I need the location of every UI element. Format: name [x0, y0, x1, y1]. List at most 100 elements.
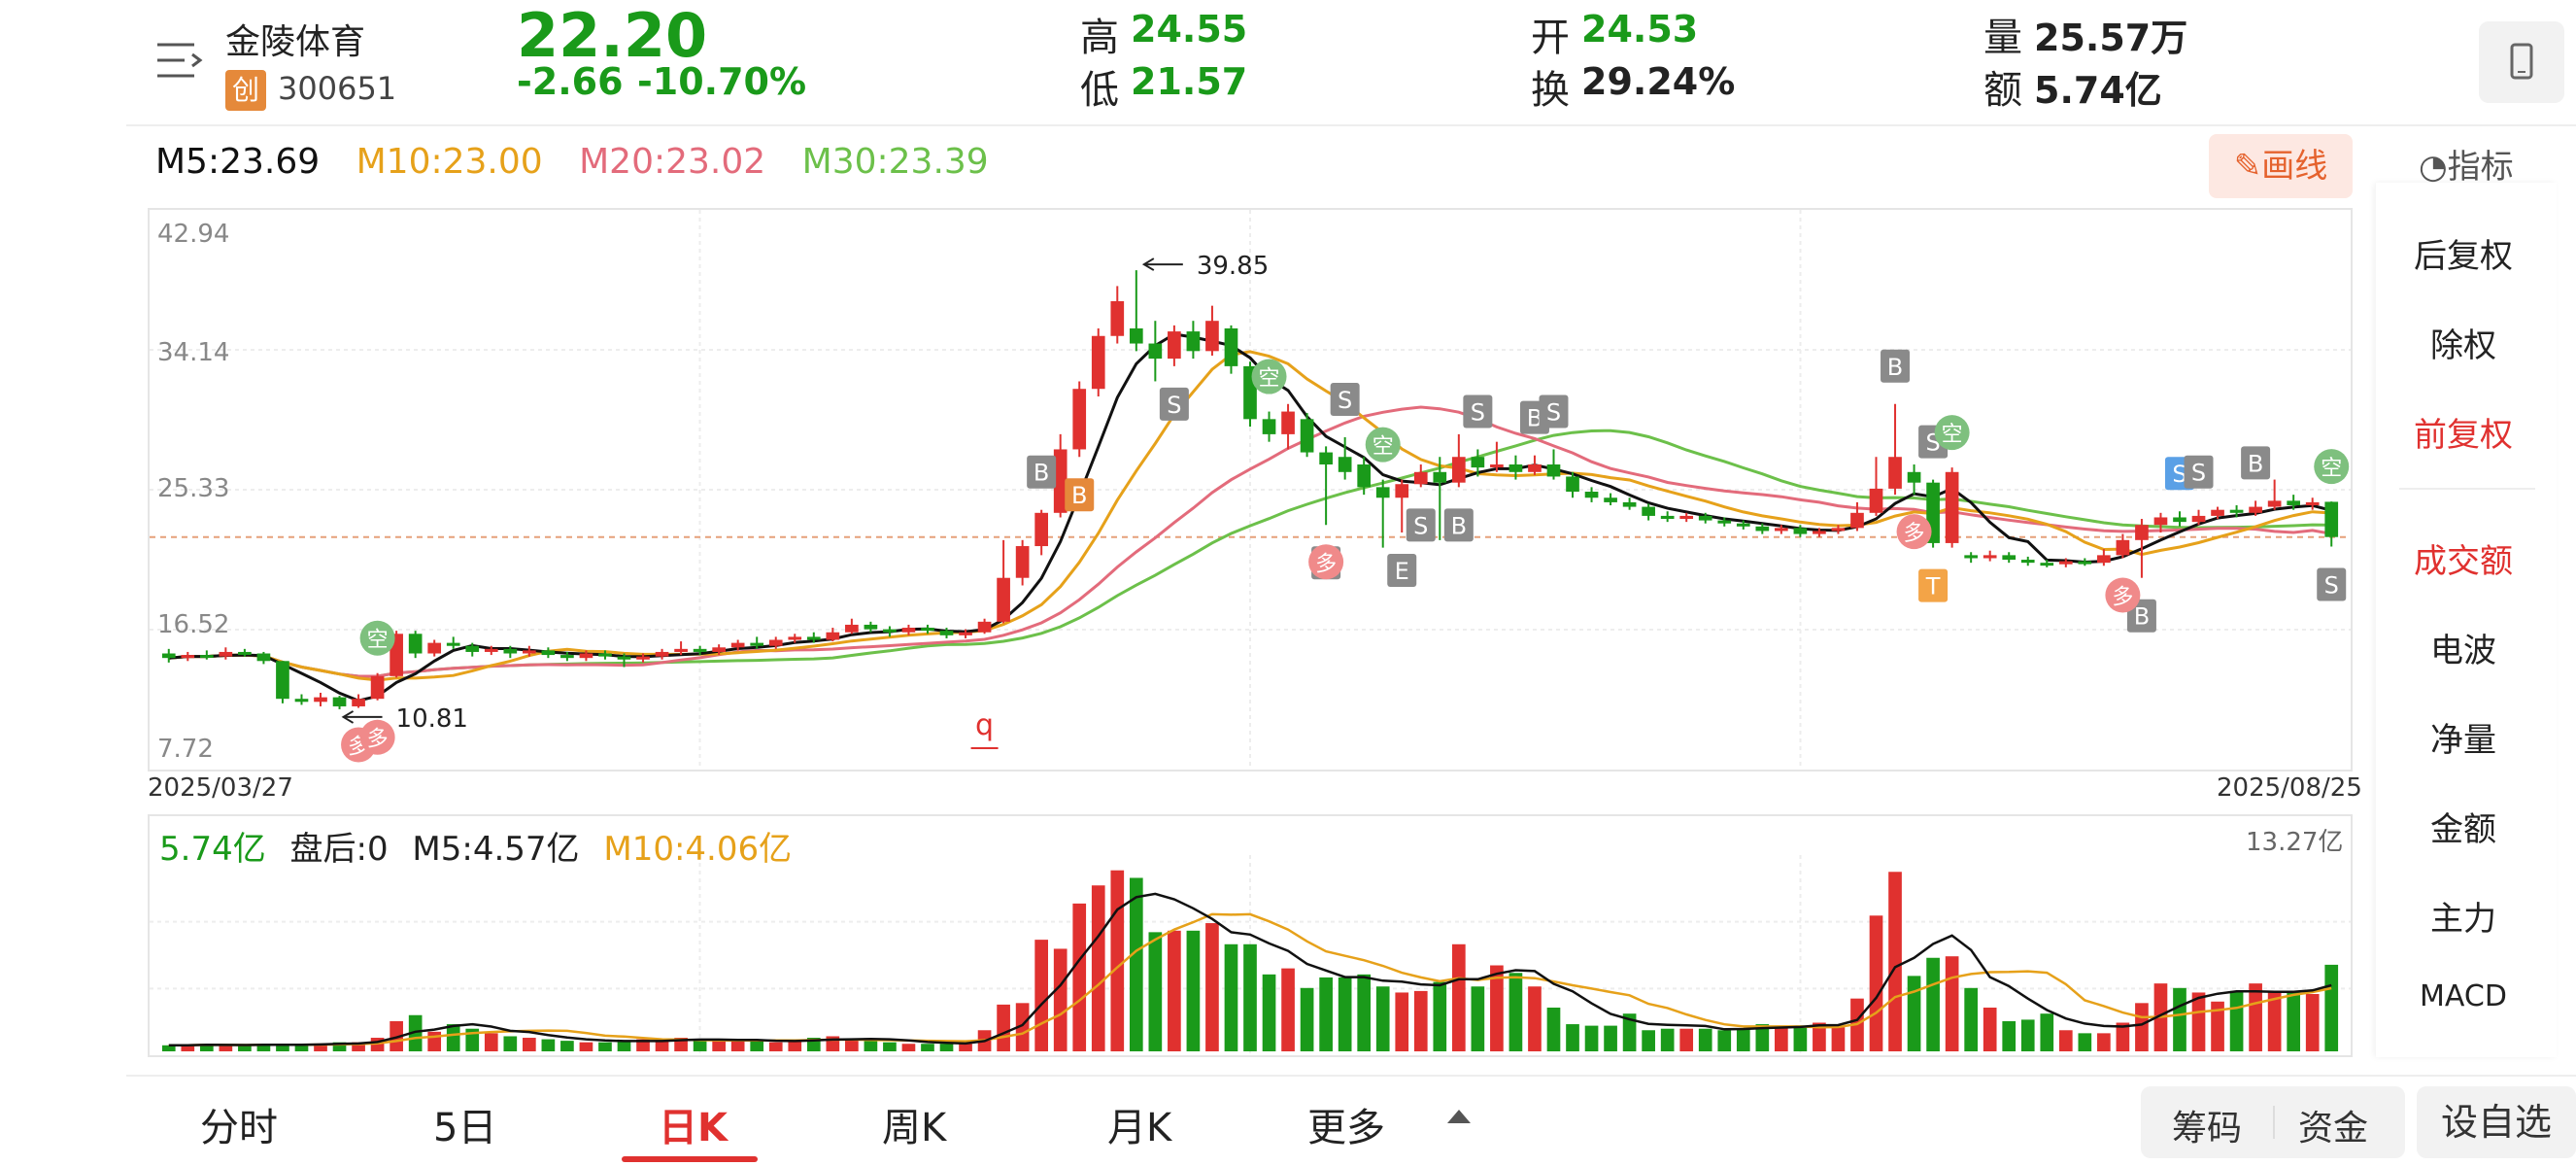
candle-body	[1983, 555, 1997, 559]
stock-name: 金陵体育	[225, 22, 366, 62]
volume-bar	[1205, 923, 1219, 1051]
volume-ma5: M5:4.57亿	[412, 830, 580, 869]
candle-body	[1831, 528, 1846, 532]
high-annotation: 39.85	[1197, 252, 1269, 281]
s-marker	[1330, 383, 1360, 417]
side-item-jingliang[interactable]: 净量	[2430, 721, 2496, 760]
volume-bar	[1319, 977, 1333, 1051]
volume-bar	[219, 1045, 233, 1051]
side-item-chuquan[interactable]: 除权	[2430, 326, 2496, 365]
ma5-value: M5:23.69	[155, 142, 321, 182]
tab-more[interactable]: 更多	[1307, 1106, 1385, 1150]
side-item-chengjiaoe[interactable]: 成交额	[2414, 542, 2513, 581]
volume-bar	[1357, 974, 1372, 1051]
low-value: 21.57	[1131, 60, 1248, 103]
candle-body	[2249, 506, 2262, 513]
high-label: 高	[1080, 16, 1119, 60]
side-item-zhuli[interactable]: 主力	[2430, 900, 2496, 939]
volume-bar	[256, 1044, 271, 1051]
volume-bar	[2305, 994, 2320, 1051]
candle-body	[352, 699, 365, 706]
candle-body	[579, 653, 593, 659]
candle-body	[503, 648, 518, 654]
tab-monthly-k[interactable]: 月K	[1107, 1106, 1172, 1150]
volume-bar	[1622, 1013, 1637, 1051]
volume-bar	[1300, 987, 1314, 1051]
volume-bar	[712, 1041, 726, 1051]
candle-body	[712, 647, 726, 652]
caret-up-icon[interactable]	[1443, 1106, 1474, 1133]
kong-marker-label: 空	[1259, 367, 1280, 392]
tab-5day[interactable]: 5日	[433, 1106, 497, 1150]
volume-bar	[1983, 1007, 1997, 1051]
volume-svg	[150, 855, 2351, 1055]
volume-bar	[2211, 1001, 2224, 1051]
s-marker	[2184, 455, 2214, 489]
volume-bar	[1698, 1028, 1712, 1051]
side-item-qianfuquan[interactable]: 前复权	[2414, 416, 2513, 455]
menu-icon[interactable]	[155, 39, 204, 82]
s-marker-label: S	[2172, 461, 2186, 488]
candle-body	[693, 648, 707, 652]
side-item-dianbo[interactable]: 电波	[2430, 632, 2496, 670]
candle-body	[1338, 457, 1352, 472]
volume-bar	[1869, 915, 1883, 1051]
duo-marker	[1896, 514, 1932, 550]
volume-bar	[788, 1041, 802, 1051]
b-marker	[1443, 508, 1474, 542]
side-item-macd[interactable]: MACD	[2420, 979, 2507, 1013]
active-tab-indicator	[622, 1156, 758, 1162]
candle-body	[939, 631, 954, 635]
s-marker-label: S	[1167, 392, 1181, 419]
amount-value: 5.74亿	[2034, 69, 2162, 112]
candle-body	[2229, 509, 2244, 513]
candle-body	[730, 642, 745, 648]
e-marker-label: E	[1395, 558, 1409, 585]
tab-daily-k[interactable]: 日K	[659, 1106, 728, 1150]
volume-bar	[1926, 957, 1940, 1051]
volume-bar	[408, 1014, 423, 1051]
volume-chart[interactable]	[148, 814, 2353, 1057]
candle-body	[2078, 561, 2092, 565]
volume-bar	[2058, 1030, 2073, 1051]
volume-bar	[294, 1044, 309, 1051]
volume-bar	[1660, 1028, 1675, 1051]
low-label: 低	[1080, 68, 1119, 113]
board-badge: 创	[225, 70, 266, 111]
candle-body	[2305, 501, 2320, 506]
landscape-toggle-button[interactable]	[2479, 21, 2564, 103]
volume-bar	[1015, 1003, 1030, 1051]
candle-body	[1053, 449, 1068, 513]
side-item-jine[interactable]: 金额	[2430, 810, 2496, 849]
volume-ma10: M10:4.06亿	[603, 830, 793, 869]
candle-body	[1546, 464, 1561, 477]
add-watchlist-button[interactable]: 设自选	[2417, 1086, 2576, 1158]
candle-body	[1091, 335, 1105, 390]
side-item-houfuquan[interactable]: 后复权	[2414, 237, 2513, 276]
volume-value: 25.57万	[2034, 17, 2188, 59]
volume-legend: 5.74亿 盘后:0 M5:4.57亿 M10:4.06亿	[159, 822, 792, 870]
candle-body	[1281, 411, 1295, 434]
volume-bar	[2249, 983, 2262, 1051]
volume-bar	[1262, 974, 1276, 1051]
candle-body	[845, 624, 859, 633]
funds-button[interactable]: 资金	[2298, 1109, 2369, 1149]
volume-bar	[1281, 968, 1295, 1051]
tab-weekly-k[interactable]: 周K	[882, 1106, 947, 1150]
indicator-label: 指标	[2447, 148, 2514, 187]
volume-bar	[1813, 1022, 1826, 1051]
b-marker	[1881, 349, 1911, 383]
tab-fenshi[interactable]: 分时	[200, 1106, 278, 1150]
high-value: 24.55	[1131, 8, 1248, 51]
volume-bar	[1604, 1025, 1617, 1051]
candle-body	[1622, 501, 1637, 507]
volume-bar	[1736, 1028, 1750, 1051]
kong-marker	[359, 620, 395, 656]
indicator-button[interactable]: ◔指标	[2419, 140, 2514, 188]
chips-button[interactable]: 筹码	[2172, 1109, 2243, 1149]
draw-line-button[interactable]: ✎画线	[2209, 134, 2353, 198]
volume-bar	[1395, 992, 1409, 1051]
duo-marker	[2105, 577, 2141, 613]
